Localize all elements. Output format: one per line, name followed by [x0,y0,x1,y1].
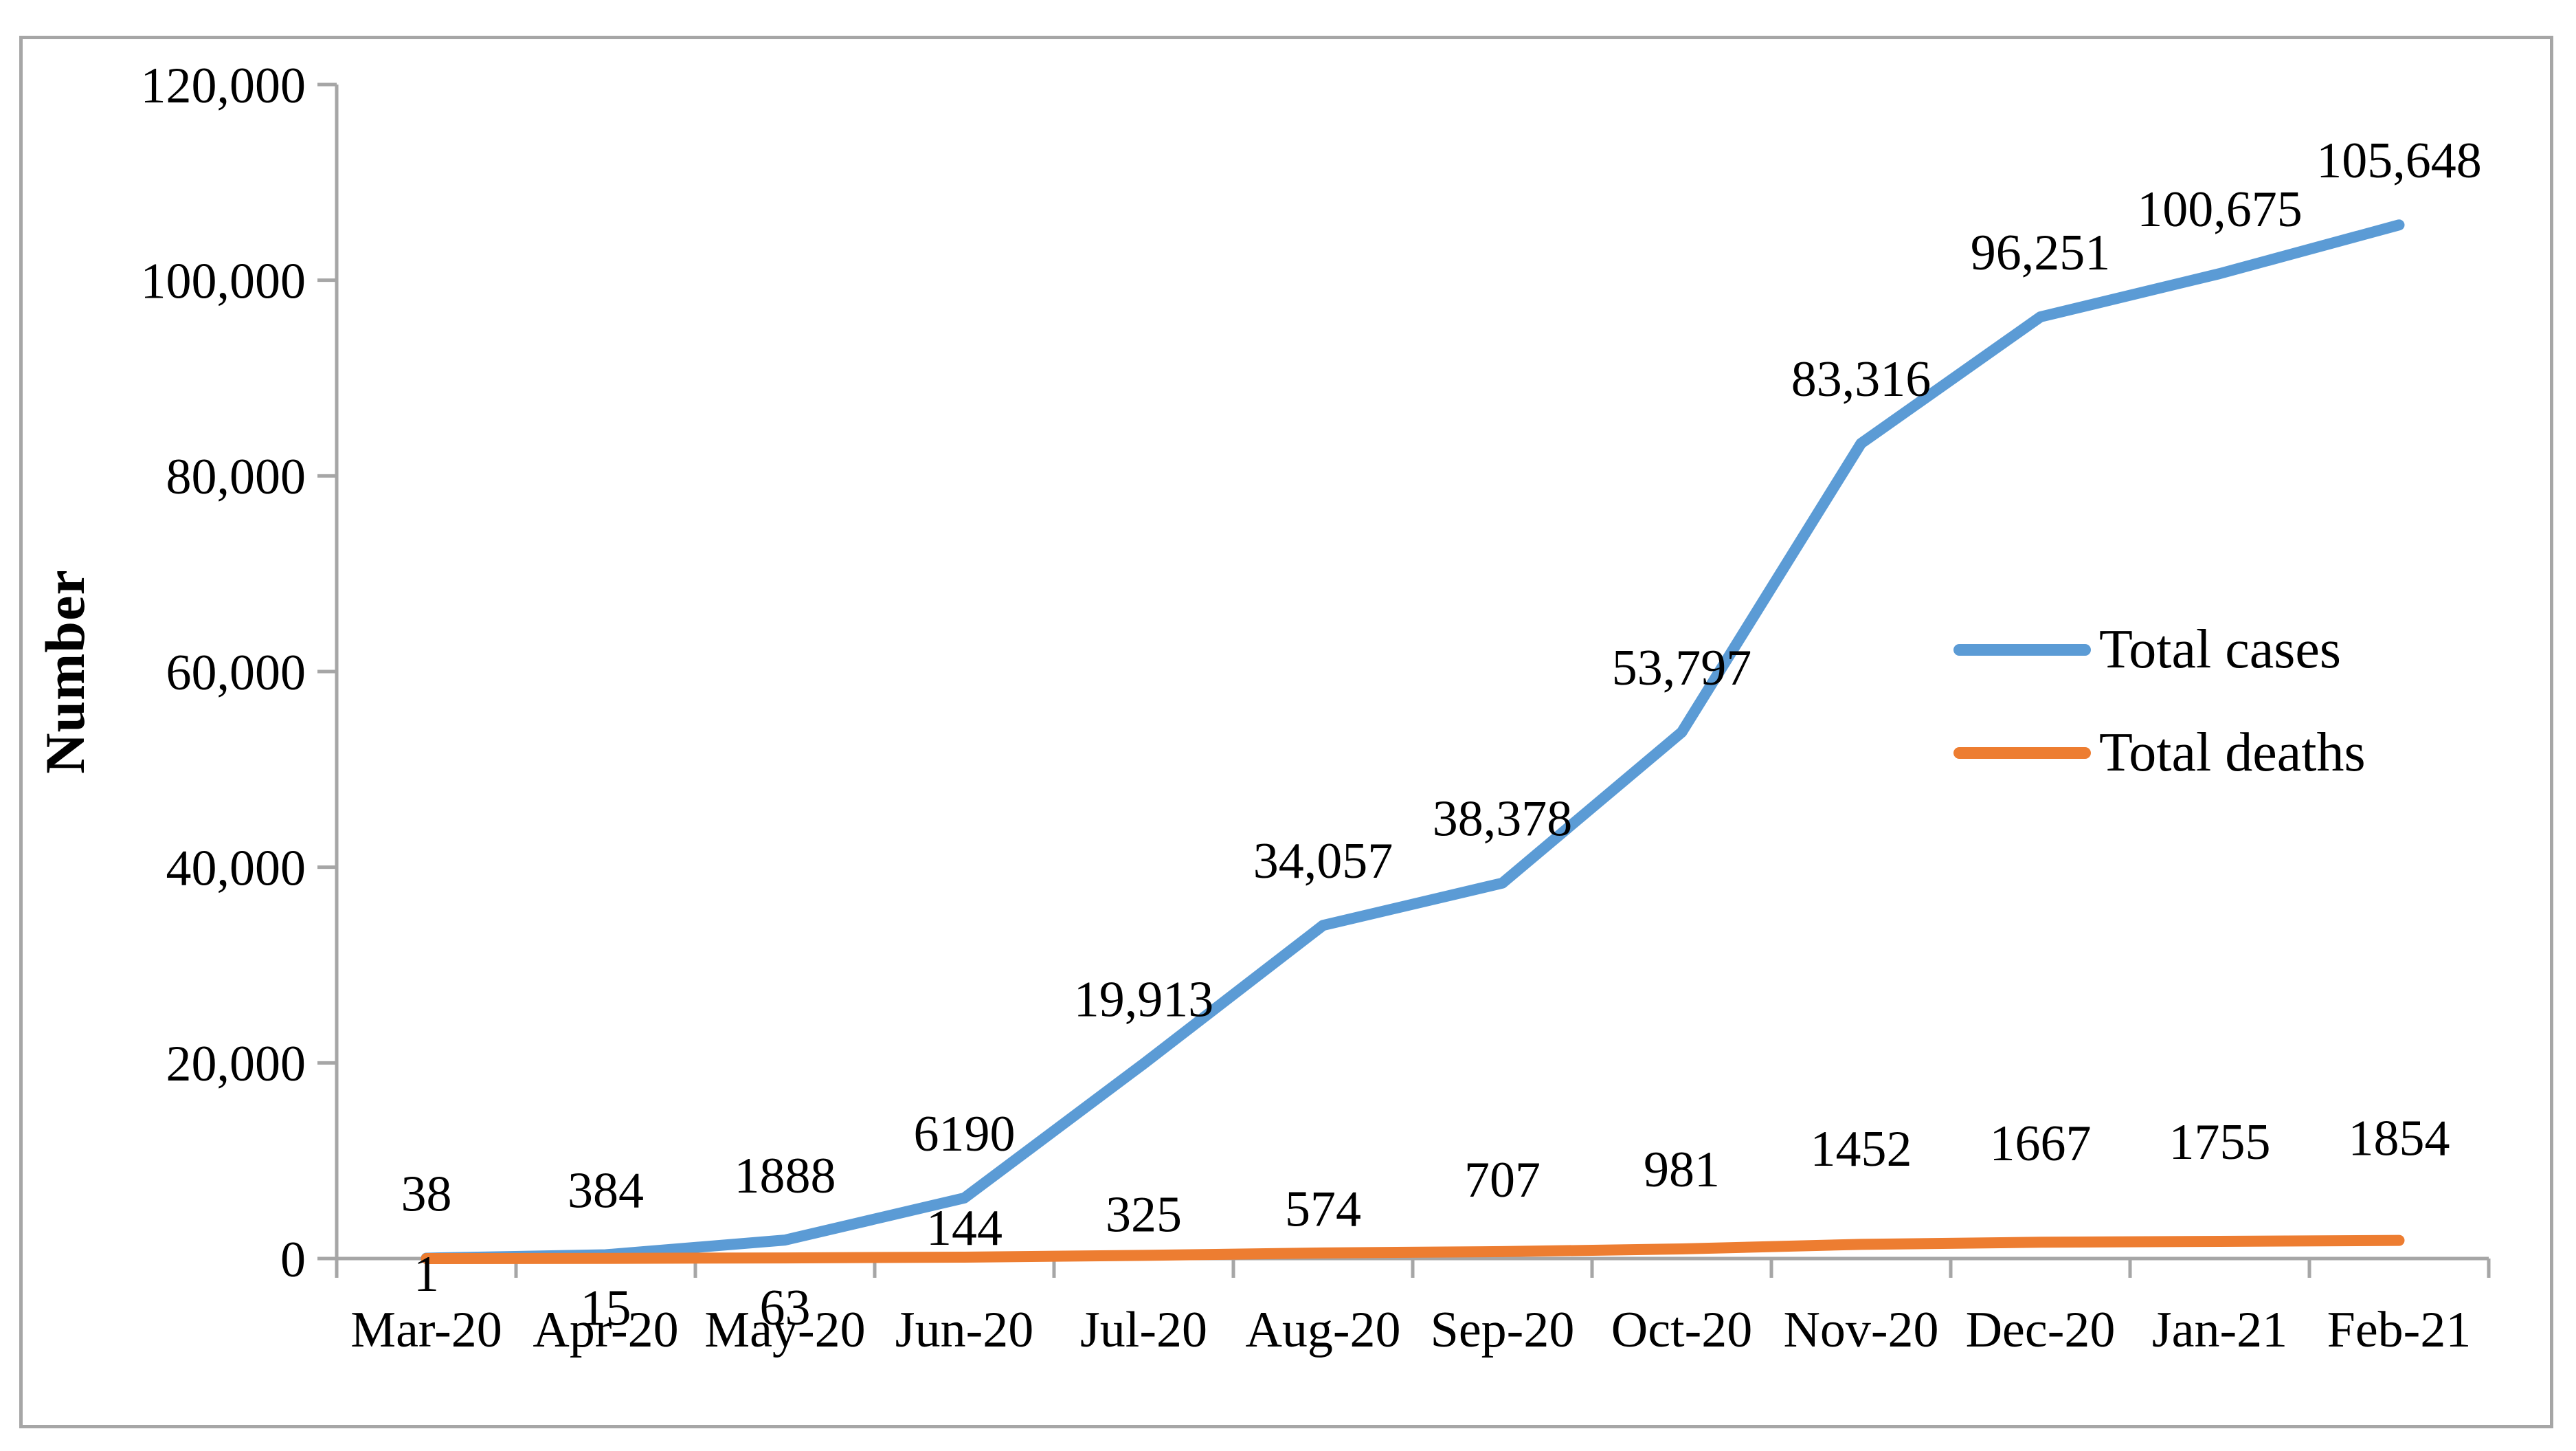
y-tick-label: 80,000 [166,449,306,505]
data-label-total-cases: 53,797 [1612,640,1752,696]
data-label-total-cases: 96,251 [1971,225,2111,281]
legend-label-total-deaths: Total deaths [2099,722,2366,783]
x-axis-category-label: Apr-20 [533,1302,678,1358]
data-label-total-deaths: 63 [760,1280,811,1336]
data-label-total-deaths: 707 [1464,1152,1541,1208]
y-tick-label: 120,000 [141,58,306,114]
figure-border [19,36,2553,1428]
legend-item-total-deaths: Total deaths [1953,725,2366,780]
legend-label-total-cases: Total cases [2099,619,2342,680]
data-label-total-cases: 384 [568,1162,644,1219]
x-axis-category-label: Oct-20 [1611,1302,1753,1358]
data-label-total-cases: 6190 [914,1106,1016,1162]
x-axis-category-label: Feb-21 [2327,1302,2472,1358]
data-label-total-deaths: 1452 [1811,1121,1912,1177]
x-axis-category-label: Mar-20 [350,1302,502,1358]
x-axis-category-label: Sep-20 [1431,1302,1575,1358]
data-label-total-cases: 1888 [735,1148,836,1204]
data-label-total-deaths: 1667 [1990,1116,2092,1172]
data-label-total-deaths: 1755 [2169,1114,2271,1171]
data-label-total-cases: 19,913 [1074,971,1214,1028]
x-axis-category-label: Dec-20 [1966,1302,2116,1358]
data-label-total-deaths: 15 [581,1281,631,1337]
data-label-total-cases: 38,378 [1433,791,1573,848]
data-label-total-cases: 38 [401,1166,452,1222]
x-axis-category-label: Aug-20 [1245,1302,1400,1358]
y-axis-title: Number [34,569,96,774]
y-tick-label: 0 [280,1232,306,1288]
legend-item-total-cases: Total cases [1953,622,2341,677]
data-label-total-deaths: 1 [414,1246,439,1303]
x-axis-category-label: Jul-20 [1080,1302,1207,1358]
data-label-total-deaths: 981 [1644,1142,1720,1198]
data-label-total-deaths: 1854 [2349,1111,2450,1167]
x-axis-category-label: May-20 [704,1302,865,1358]
y-tick-label: 100,000 [141,254,306,310]
data-label-total-deaths: 574 [1285,1182,1361,1238]
data-label-total-cases: 105,648 [2316,133,2482,189]
total-cases-line-swatch [1953,643,2091,656]
data-label-total-deaths: 144 [926,1200,1003,1256]
x-axis-category-label: Jan-21 [2152,1302,2287,1358]
total-cases-line [421,219,2405,1264]
total-deaths-line [421,1234,2405,1264]
total-deaths-line-swatch [1953,746,2091,759]
x-axis-category-label: Nov-20 [1783,1302,1938,1358]
y-tick-label: 20,000 [166,1036,306,1092]
data-label-total-deaths: 325 [1106,1186,1182,1243]
y-tick-label: 60,000 [166,645,306,701]
data-label-total-cases: 83,316 [1791,351,1931,408]
x-axis-category-label: Jun-20 [895,1302,1033,1358]
data-label-total-cases: 100,675 [2137,181,2303,238]
data-label-total-cases: 34,057 [1253,833,1393,889]
y-tick-label: 40,000 [166,841,306,897]
